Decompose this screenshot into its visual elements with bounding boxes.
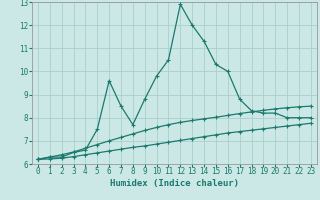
X-axis label: Humidex (Indice chaleur): Humidex (Indice chaleur) [110, 179, 239, 188]
